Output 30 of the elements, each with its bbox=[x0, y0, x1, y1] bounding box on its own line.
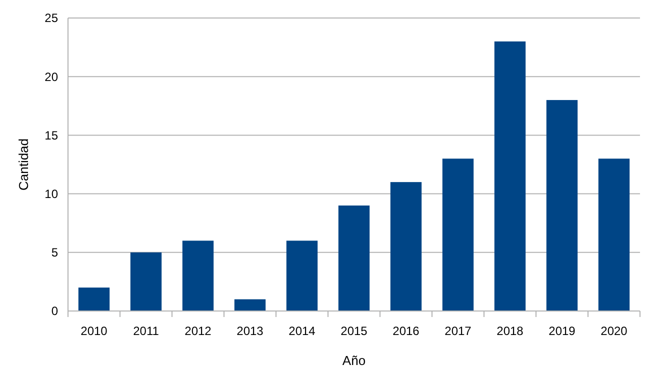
x-tick-label: 2018 bbox=[496, 324, 524, 338]
bar bbox=[442, 158, 474, 311]
x-tick-label: 2019 bbox=[548, 324, 576, 338]
bar bbox=[598, 158, 630, 311]
y-tick-label: 5 bbox=[51, 246, 58, 260]
x-tick-label: 2015 bbox=[340, 324, 368, 338]
x-tick-label: 2013 bbox=[236, 324, 264, 338]
bar bbox=[546, 100, 578, 311]
x-tick-label: 2014 bbox=[288, 324, 316, 338]
x-tick-label: 2017 bbox=[444, 324, 472, 338]
x-tick-label: 2011 bbox=[133, 324, 160, 338]
bar bbox=[130, 252, 162, 311]
y-tick-label: 25 bbox=[44, 11, 58, 26]
x-tick-label: 2012 bbox=[184, 324, 212, 338]
bar bbox=[494, 41, 526, 311]
bar bbox=[286, 240, 318, 311]
bar bbox=[338, 206, 370, 311]
x-axis-title: Año bbox=[342, 353, 366, 368]
bar bbox=[390, 182, 422, 311]
y-tick-label: 10 bbox=[44, 187, 58, 201]
y-axis-title: Cantidad bbox=[16, 138, 31, 191]
x-tick-label: 2010 bbox=[80, 324, 108, 338]
y-tick-label: 0 bbox=[51, 304, 58, 318]
bar bbox=[78, 288, 110, 311]
x-tick-label: 2020 bbox=[600, 324, 628, 338]
y-tick-label: 15 bbox=[44, 128, 58, 142]
y-tick-label: 20 bbox=[44, 70, 58, 84]
x-tick-label: 2016 bbox=[392, 324, 420, 338]
bar bbox=[182, 240, 214, 311]
bar bbox=[234, 299, 266, 311]
